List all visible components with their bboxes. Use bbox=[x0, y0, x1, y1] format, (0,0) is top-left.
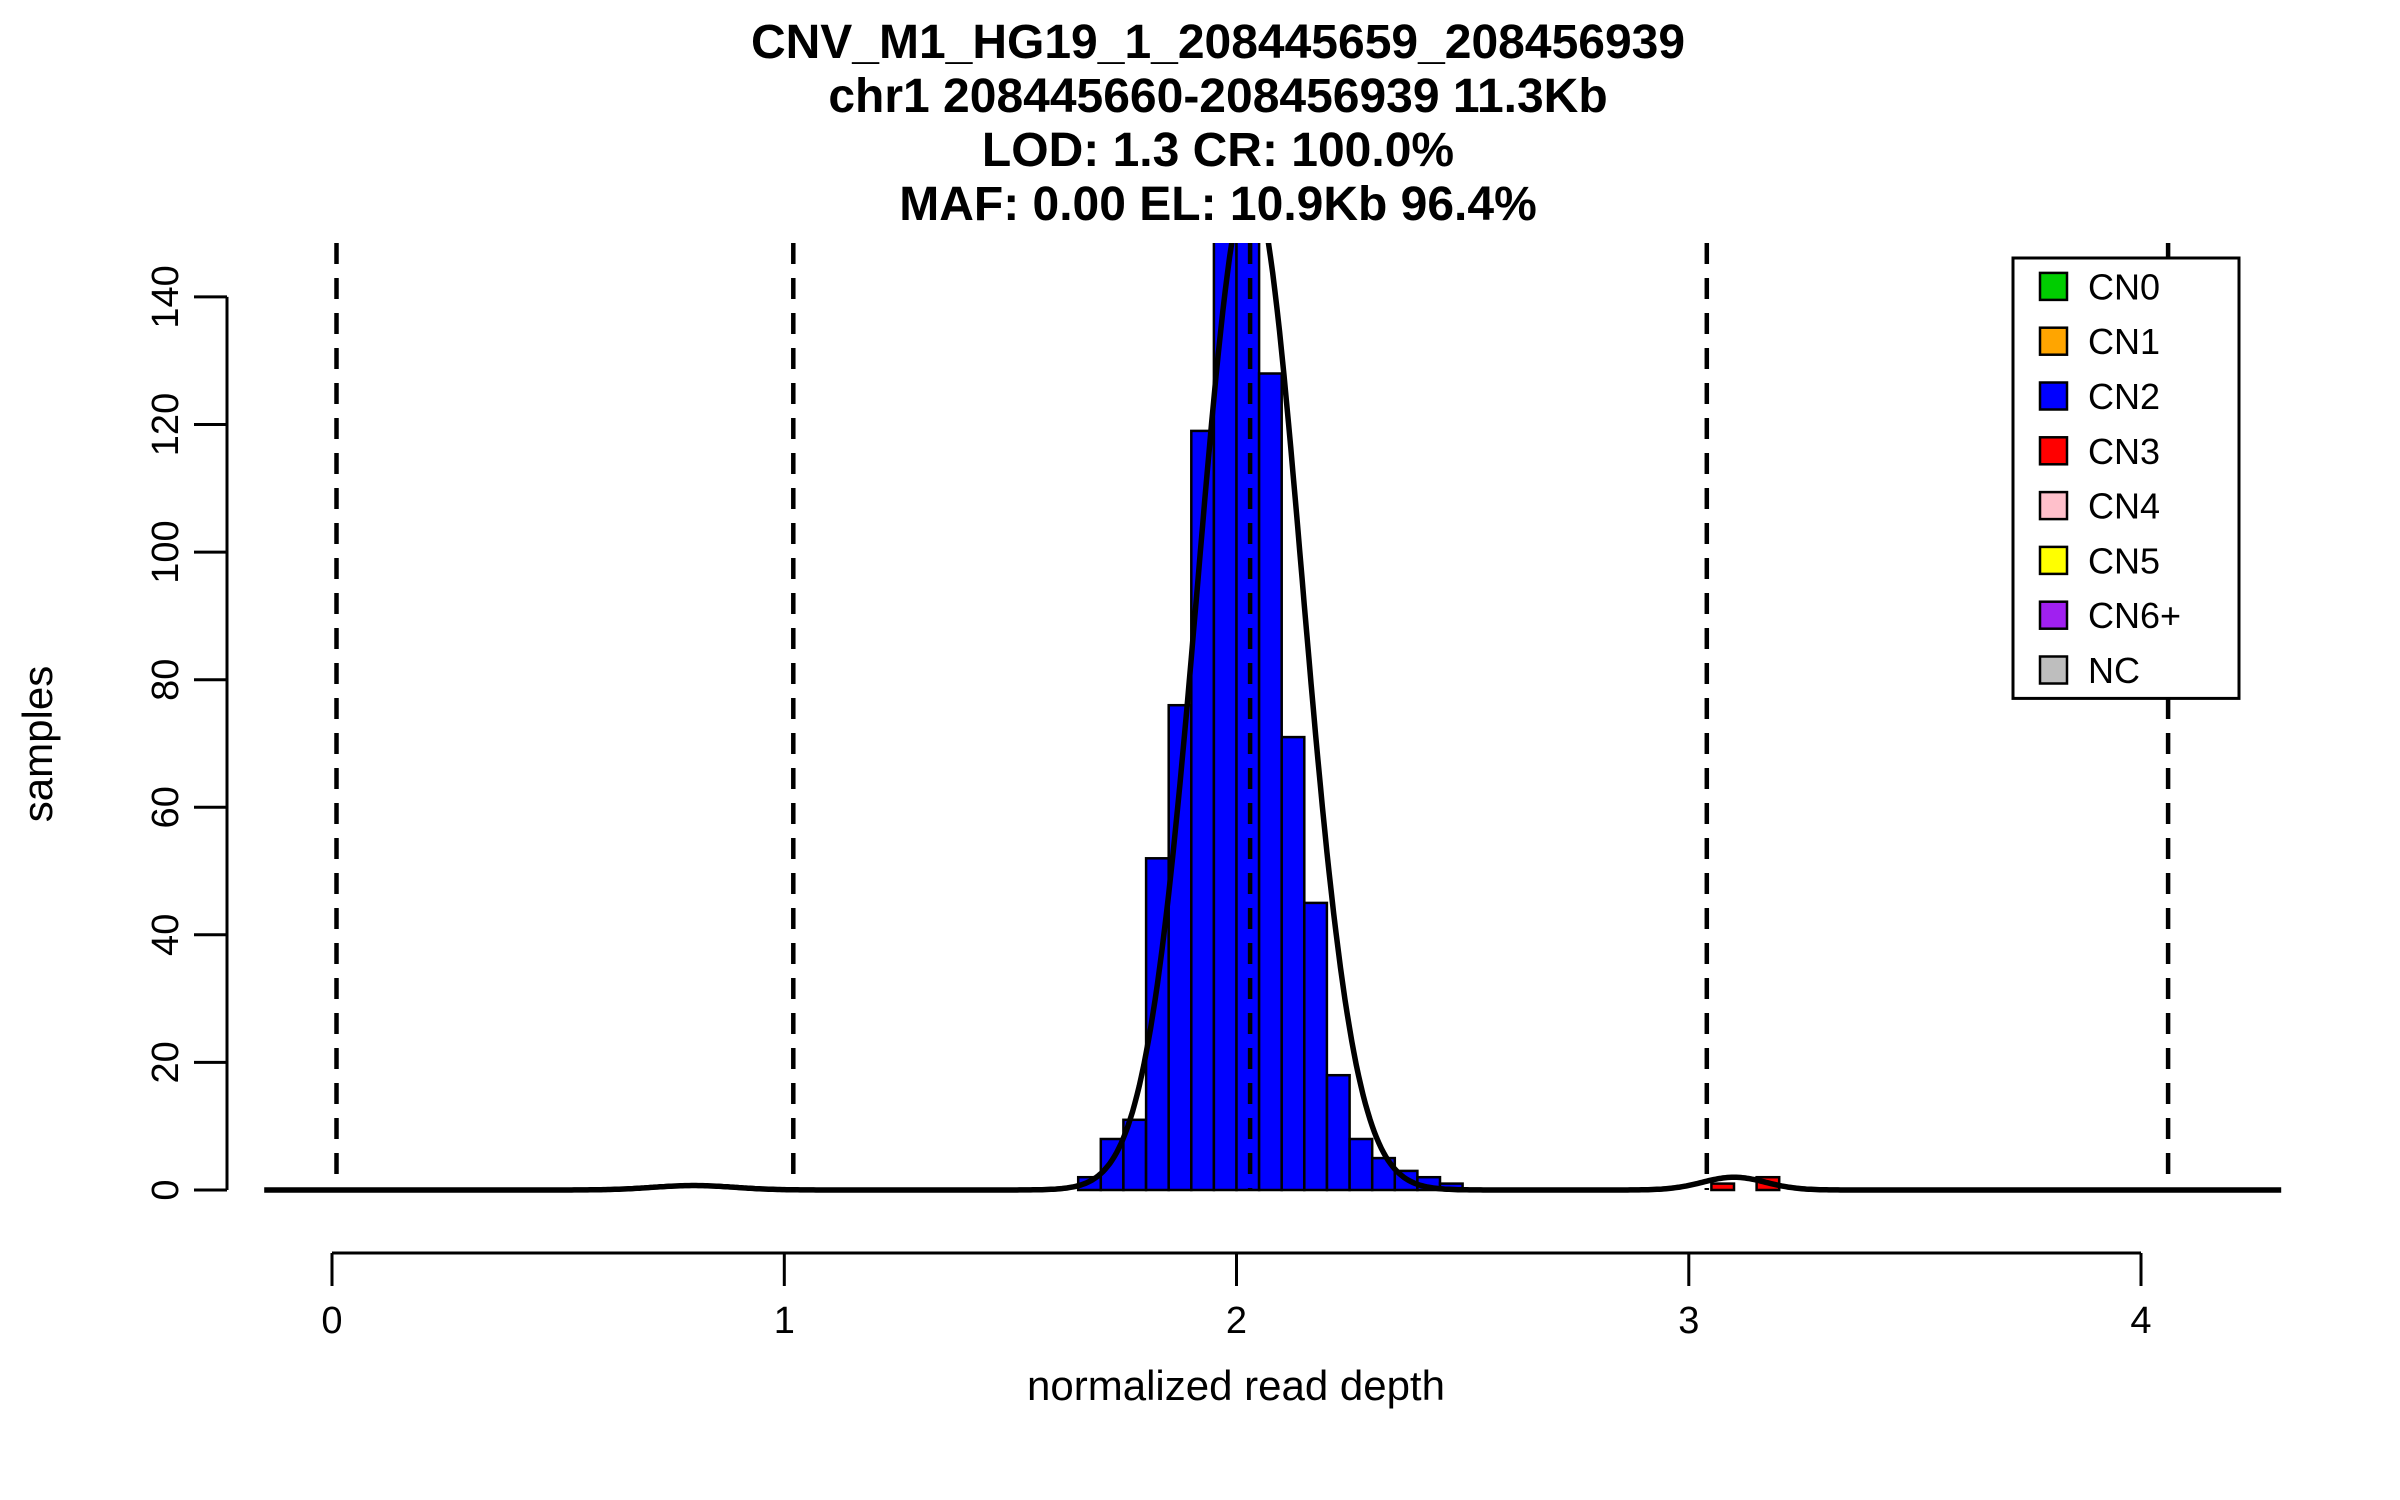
x-tick-label: 4 bbox=[2130, 1300, 2151, 1342]
legend-label-CN4: CN4 bbox=[2088, 486, 2160, 527]
legend-swatch-NC bbox=[2038, 655, 2069, 685]
legend-swatch-CN1 bbox=[2038, 326, 2069, 356]
chart-titles: CNV_M1_HG19_1_208445659_208456939 chr1 2… bbox=[751, 16, 1685, 231]
chart-title-line-4: MAF: 0.00 EL: 10.9Kb 96.4% bbox=[899, 178, 1537, 231]
y-tick-label: 20 bbox=[145, 1041, 187, 1083]
y-tick-label: 100 bbox=[145, 520, 187, 583]
legend-label-NC: NC bbox=[2088, 650, 2140, 691]
plot-area: 0 20 40 60 80 100 120 140 0 1 2 3 4 CN0 CN1 CN2 CN3 CN4 CN… bbox=[145, 243, 2282, 1342]
x-tick-label: 1 bbox=[774, 1300, 795, 1342]
hist-bar-CN3 bbox=[1710, 1182, 1736, 1192]
legend-label-CN0: CN0 bbox=[2088, 266, 2160, 307]
hist-bar-CN2 bbox=[1257, 372, 1283, 1192]
y-tick-label: 140 bbox=[145, 265, 187, 328]
y-tick-label: 60 bbox=[145, 786, 187, 828]
y-tick-label: 120 bbox=[145, 393, 187, 456]
x-tick-label: 3 bbox=[1678, 1300, 1699, 1342]
legend-label-CN1: CN1 bbox=[2088, 321, 2160, 362]
chart-title-line-3: LOD: 1.3 CR: 100.0% bbox=[982, 124, 1454, 177]
plot-clip-group bbox=[264, 243, 2282, 1193]
chart-title-line-2: chr1 208445660-208456939 11.3Kb bbox=[828, 70, 1607, 123]
legend-swatch-CN2 bbox=[2038, 381, 2069, 411]
hist-bar-CN2 bbox=[1280, 735, 1306, 1192]
hist-bar-CN2 bbox=[1303, 901, 1329, 1192]
hist-bar-CN2 bbox=[1325, 1073, 1351, 1192]
legend-label-CN2: CN2 bbox=[2088, 376, 2160, 417]
legend-label-CN5: CN5 bbox=[2088, 540, 2160, 581]
chart-title-line-1: CNV_M1_HG19_1_208445659_208456939 bbox=[751, 16, 1685, 69]
y-axis-label: samples bbox=[14, 666, 61, 822]
legend-label-CN6+: CN6+ bbox=[2088, 595, 2181, 636]
legend-label-CN3: CN3 bbox=[2088, 431, 2160, 472]
x-tick-label: 0 bbox=[321, 1300, 342, 1342]
legend-swatch-CN6+ bbox=[2038, 600, 2069, 630]
y-tick-label: 0 bbox=[145, 1179, 187, 1200]
legend-swatch-CN5 bbox=[2038, 545, 2069, 576]
y-tick-label: 80 bbox=[145, 659, 187, 701]
legend-swatch-CN4 bbox=[2038, 490, 2069, 521]
hist-bar-CN2 bbox=[1348, 1137, 1374, 1192]
legend-swatch-CN0 bbox=[2038, 271, 2069, 302]
hist-bar-CN2 bbox=[1235, 243, 1261, 1192]
density-curve bbox=[264, 243, 2282, 1193]
legend-swatch-CN3 bbox=[2038, 436, 2069, 466]
x-tick-label: 2 bbox=[1226, 1300, 1247, 1342]
x-axis-label: normalized read depth bbox=[1027, 1362, 1445, 1409]
y-tick-label: 40 bbox=[145, 914, 187, 956]
